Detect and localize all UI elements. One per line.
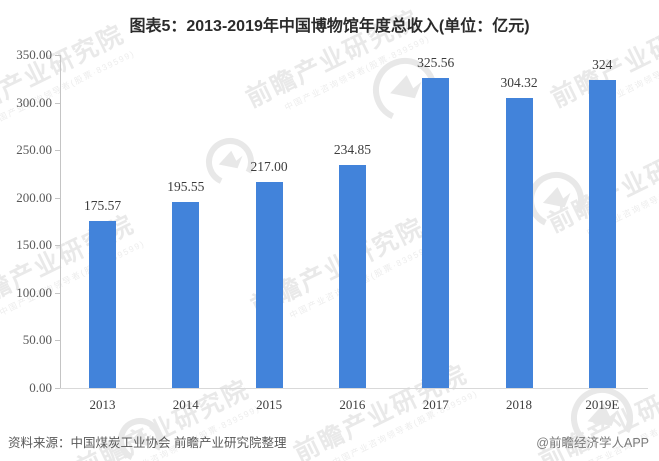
bar-value-label: 325.56 <box>417 55 455 71</box>
bar-value-label: 217.00 <box>250 158 288 174</box>
x-axis-label: 2019E <box>585 397 620 412</box>
chart-title: 图表5：2013-2019年中国博物馆年度总收入(单位：亿元) <box>129 18 530 35</box>
bar-2016 <box>338 164 366 388</box>
watermark-logo <box>528 172 584 228</box>
bar-2013 <box>89 220 116 388</box>
y-axis-label: 150.00 <box>16 237 52 253</box>
bar-2017 <box>422 78 450 388</box>
y-axis-label: 250.00 <box>16 142 52 158</box>
bar-2015 <box>255 181 283 388</box>
bar-value-label: 304.32 <box>500 75 538 91</box>
x-axis-label: 2016 <box>339 397 366 412</box>
y-axis-tick <box>55 340 60 342</box>
y-axis-tick <box>55 388 60 389</box>
y-axis-tick <box>55 292 60 294</box>
bar-2018 <box>505 98 533 388</box>
source-text: 资料来源：中国煤炭工业协会 前瞻产业研究院整理 <box>8 436 287 450</box>
y-axis-tick <box>55 245 60 247</box>
bar-value-label: 324 <box>592 56 613 72</box>
x-axis-line <box>60 388 648 389</box>
y-axis-label: 300.00 <box>16 94 52 110</box>
y-axis-tick <box>55 197 60 199</box>
bar-value-label: 234.85 <box>333 141 371 157</box>
y-axis-tick <box>55 55 60 56</box>
bar-2019E <box>588 79 616 388</box>
credit-text: @前瞻经济学人APP <box>536 436 649 450</box>
footer: 资料来源：中国煤炭工业协会 前瞻产业研究院整理 @前瞻经济学人APP <box>0 430 659 452</box>
y-axis-label: 350.00 <box>16 47 52 62</box>
x-axis-label: 2014 <box>172 397 199 412</box>
y-axis-label: 50.00 <box>22 332 52 348</box>
y-axis-label: 100.00 <box>16 284 52 300</box>
y-axis-tick <box>55 150 60 152</box>
bar-value-label: 175.57 <box>83 197 122 213</box>
bar-2014 <box>172 201 200 388</box>
y-axis-line <box>60 55 61 388</box>
y-axis-label: 200.00 <box>16 189 52 205</box>
y-axis-label: 0.00 <box>29 380 52 395</box>
x-axis-label: 2017 <box>422 397 449 412</box>
x-axis-label: 2015 <box>256 397 283 412</box>
watermark-text: 前瞻产业研究院中国产业咨询领导者(股票·839599) <box>0 210 147 319</box>
x-axis-label: 2018 <box>506 397 532 412</box>
y-axis-tick <box>55 102 60 104</box>
bar-value-label: 195.55 <box>167 178 205 194</box>
x-axis-label: 2013 <box>89 397 116 412</box>
